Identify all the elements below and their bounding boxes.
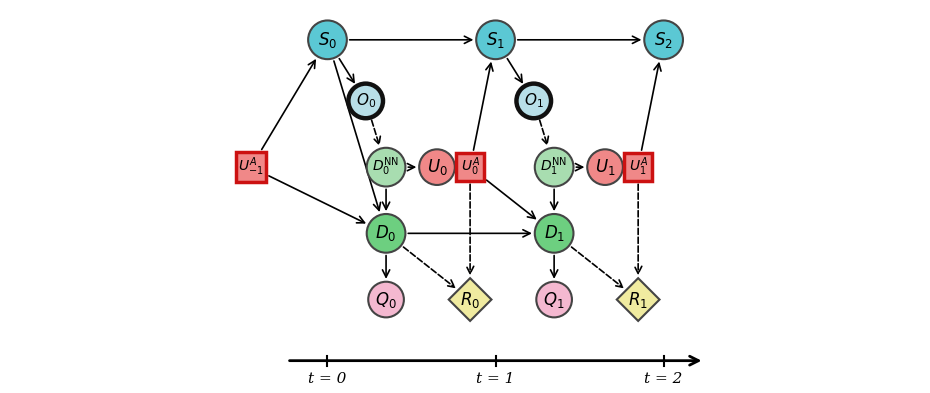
Circle shape — [644, 20, 683, 59]
Text: $S_0$: $S_0$ — [318, 30, 337, 50]
Text: t = 2: t = 2 — [644, 372, 683, 386]
Text: $S_2$: $S_2$ — [654, 30, 673, 50]
Circle shape — [535, 148, 574, 187]
FancyBboxPatch shape — [456, 153, 485, 182]
FancyBboxPatch shape — [624, 153, 653, 182]
Text: $R_0$: $R_0$ — [460, 290, 480, 310]
Text: $U_1^A$: $U_1^A$ — [629, 156, 647, 178]
Circle shape — [349, 84, 383, 118]
Text: $O_0$: $O_0$ — [355, 92, 376, 110]
Text: $Q_0$: $Q_0$ — [375, 290, 397, 310]
Circle shape — [516, 84, 551, 118]
Circle shape — [366, 214, 405, 253]
Circle shape — [587, 149, 623, 185]
Text: t = 0: t = 0 — [309, 372, 347, 386]
Text: $D_0^{\mathrm{NN}}$: $D_0^{\mathrm{NN}}$ — [372, 156, 400, 178]
Text: $U_0$: $U_0$ — [427, 157, 447, 177]
Text: $D_0$: $D_0$ — [376, 223, 397, 243]
Circle shape — [537, 282, 572, 318]
Text: t = 1: t = 1 — [476, 372, 514, 386]
Circle shape — [419, 149, 455, 185]
Text: $O_1$: $O_1$ — [524, 92, 544, 110]
Circle shape — [308, 20, 347, 59]
FancyBboxPatch shape — [236, 152, 266, 182]
Polygon shape — [617, 278, 659, 321]
Circle shape — [368, 282, 404, 318]
Text: $R_1$: $R_1$ — [628, 290, 648, 310]
Text: $U_{-1}^A$: $U_{-1}^A$ — [238, 156, 264, 178]
Text: $U_1$: $U_1$ — [595, 157, 616, 177]
Circle shape — [476, 20, 515, 59]
Text: $S_1$: $S_1$ — [486, 30, 505, 50]
Text: $U_0^A$: $U_0^A$ — [460, 156, 480, 178]
Text: $D_1$: $D_1$ — [543, 223, 565, 243]
Circle shape — [535, 214, 574, 253]
Polygon shape — [448, 278, 491, 321]
Text: $Q_1$: $Q_1$ — [543, 290, 565, 310]
Circle shape — [366, 148, 405, 187]
Text: $D_1^{\mathrm{NN}}$: $D_1^{\mathrm{NN}}$ — [540, 156, 567, 178]
